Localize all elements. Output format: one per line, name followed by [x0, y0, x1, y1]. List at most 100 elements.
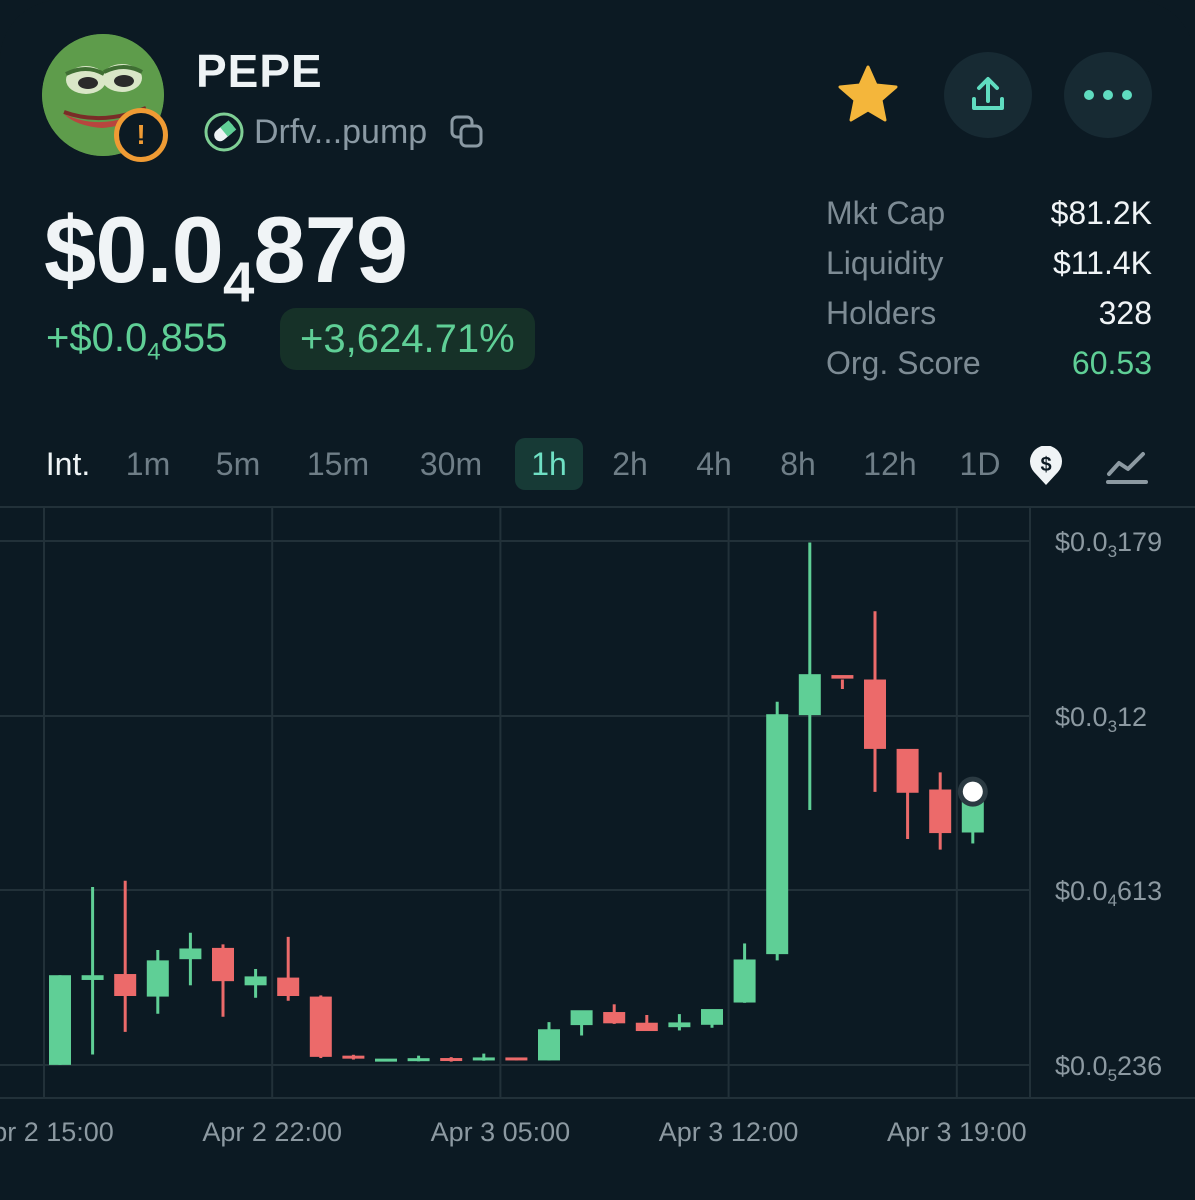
stat-label: Liquidity: [826, 244, 944, 281]
token-name: PEPE: [196, 45, 323, 97]
current-price: $0.04879: [44, 197, 408, 314]
candle-body: [146, 960, 169, 997]
more-options-button[interactable]: [1064, 52, 1152, 138]
candle-body: [179, 948, 202, 960]
x-tick-label: Apr 3 05:00: [431, 1117, 571, 1147]
candle[interactable]: [603, 1004, 626, 1024]
candle[interactable]: [831, 675, 854, 690]
interval-1d[interactable]: 1D: [959, 445, 1001, 482]
candle-body: [929, 789, 952, 834]
candle[interactable]: [212, 944, 234, 1017]
warning-icon[interactable]: !: [114, 108, 168, 162]
candle[interactable]: [570, 1010, 593, 1036]
more-icon: [1084, 90, 1132, 100]
copy-icon[interactable]: [449, 114, 485, 150]
dollar-pin-icon[interactable]: $: [1028, 446, 1064, 486]
token-address-row[interactable]: Drfv...pump: [204, 112, 485, 152]
interval-4h[interactable]: 4h: [696, 445, 732, 482]
candle[interactable]: [538, 1022, 560, 1061]
candle[interactable]: [179, 932, 202, 986]
interval-label: Int.: [45, 445, 91, 482]
candle-body: [896, 748, 919, 793]
stat-label: Org. Score: [826, 344, 981, 381]
candle[interactable]: [798, 542, 821, 810]
token-stats: Mkt Cap $81.2K Liquidity $11.4K Holders …: [826, 188, 1152, 388]
interval-8h[interactable]: 8h: [780, 445, 816, 482]
candle-body: [440, 1058, 463, 1062]
price-change-percent: +3,624.71%: [280, 308, 535, 370]
svg-text:$: $: [1040, 454, 1051, 476]
candle-body: [635, 1022, 658, 1032]
interval-30m[interactable]: 30m: [419, 445, 483, 482]
candle[interactable]: [146, 949, 169, 1014]
price-change: +$0.04855: [46, 316, 228, 366]
candle[interactable]: [733, 943, 756, 1003]
y-tick-label: $0.03179: [1055, 527, 1162, 561]
interval-1h[interactable]: 1h: [515, 438, 583, 490]
candle[interactable]: [81, 887, 104, 1055]
candle[interactable]: [505, 1057, 528, 1061]
candle-body: [244, 976, 267, 986]
pill-icon: [204, 112, 244, 152]
candle-series: [49, 542, 984, 1065]
y-tick-label: $0.04613: [1055, 876, 1162, 910]
stat-value: 328: [1098, 294, 1152, 331]
x-tick-label: Apr 2 15:00: [0, 1117, 114, 1147]
candle[interactable]: [277, 936, 300, 1001]
candle-body: [538, 1029, 560, 1061]
token-address: Drfv...pump: [254, 112, 428, 151]
candle[interactable]: [472, 1053, 495, 1061]
interval-selector: Int. 1m 5m 15m 30m 1h 2h 4h 8h 12h 1D: [0, 438, 1195, 494]
stat-row-liquidity: Liquidity $11.4K: [826, 238, 1152, 288]
candle-body: [472, 1057, 495, 1061]
x-axis: Apr 2 15:00 Apr 2 22:00 Apr 3 05:00 Apr 3 1…: [0, 1117, 1027, 1147]
candle[interactable]: [407, 1055, 430, 1062]
candle[interactable]: [668, 1014, 691, 1031]
candle[interactable]: [864, 611, 886, 792]
line-chart-icon[interactable]: [1106, 446, 1148, 486]
candle-body: [114, 974, 137, 996]
candle-body: [570, 1010, 593, 1026]
candle-body: [733, 959, 756, 1003]
candle-body: [603, 1012, 626, 1024]
candle[interactable]: [929, 772, 952, 850]
candle[interactable]: [701, 1009, 723, 1028]
candle[interactable]: [342, 1054, 365, 1060]
x-tick-label: Apr 2 22:00: [202, 1117, 342, 1147]
candle[interactable]: [114, 880, 137, 1032]
interval-2h[interactable]: 2h: [612, 445, 648, 482]
last-price-dot: [962, 781, 983, 802]
candle[interactable]: [309, 995, 332, 1059]
y-axis: $0.05236 $0.04613 $0.0312 $0.03179: [1055, 527, 1162, 1085]
candle[interactable]: [375, 1058, 397, 1062]
candle[interactable]: [766, 701, 789, 961]
stat-row-holders: Holders 328: [826, 288, 1152, 338]
candle-body: [342, 1055, 365, 1059]
candle-body: [701, 1009, 723, 1025]
interval-12h[interactable]: 12h: [863, 445, 917, 482]
interval-1m[interactable]: 1m: [125, 445, 171, 482]
interval-5m[interactable]: 5m: [215, 445, 261, 482]
candle[interactable]: [244, 968, 267, 998]
candle[interactable]: [635, 1015, 658, 1032]
chart-grid: [0, 506, 1195, 1099]
last-price-marker: [957, 776, 988, 807]
x-tick-label: Apr 3 12:00: [659, 1117, 799, 1147]
share-button[interactable]: [944, 52, 1032, 138]
candle[interactable]: [49, 975, 71, 1065]
candle[interactable]: [440, 1057, 463, 1062]
stat-row-org-score: Org. Score 60.53: [826, 338, 1152, 388]
stat-row-mkt-cap: Mkt Cap $81.2K: [826, 188, 1152, 238]
x-tick-label: Apr 3 19:00: [887, 1117, 1027, 1147]
candle-body: [668, 1022, 691, 1028]
candle-body: [277, 977, 300, 996]
share-icon: [972, 77, 1004, 110]
interval-15m[interactable]: 15m: [306, 445, 370, 482]
candle-body: [505, 1057, 528, 1061]
candle-body: [309, 996, 332, 1057]
star-icon[interactable]: [836, 64, 900, 124]
candlestick-chart[interactable]: $0.05236 $0.04613 $0.0312 $0.03179 Apr 2 15…: [0, 505, 1195, 1200]
stat-label: Holders: [826, 294, 937, 331]
candle[interactable]: [896, 748, 919, 840]
